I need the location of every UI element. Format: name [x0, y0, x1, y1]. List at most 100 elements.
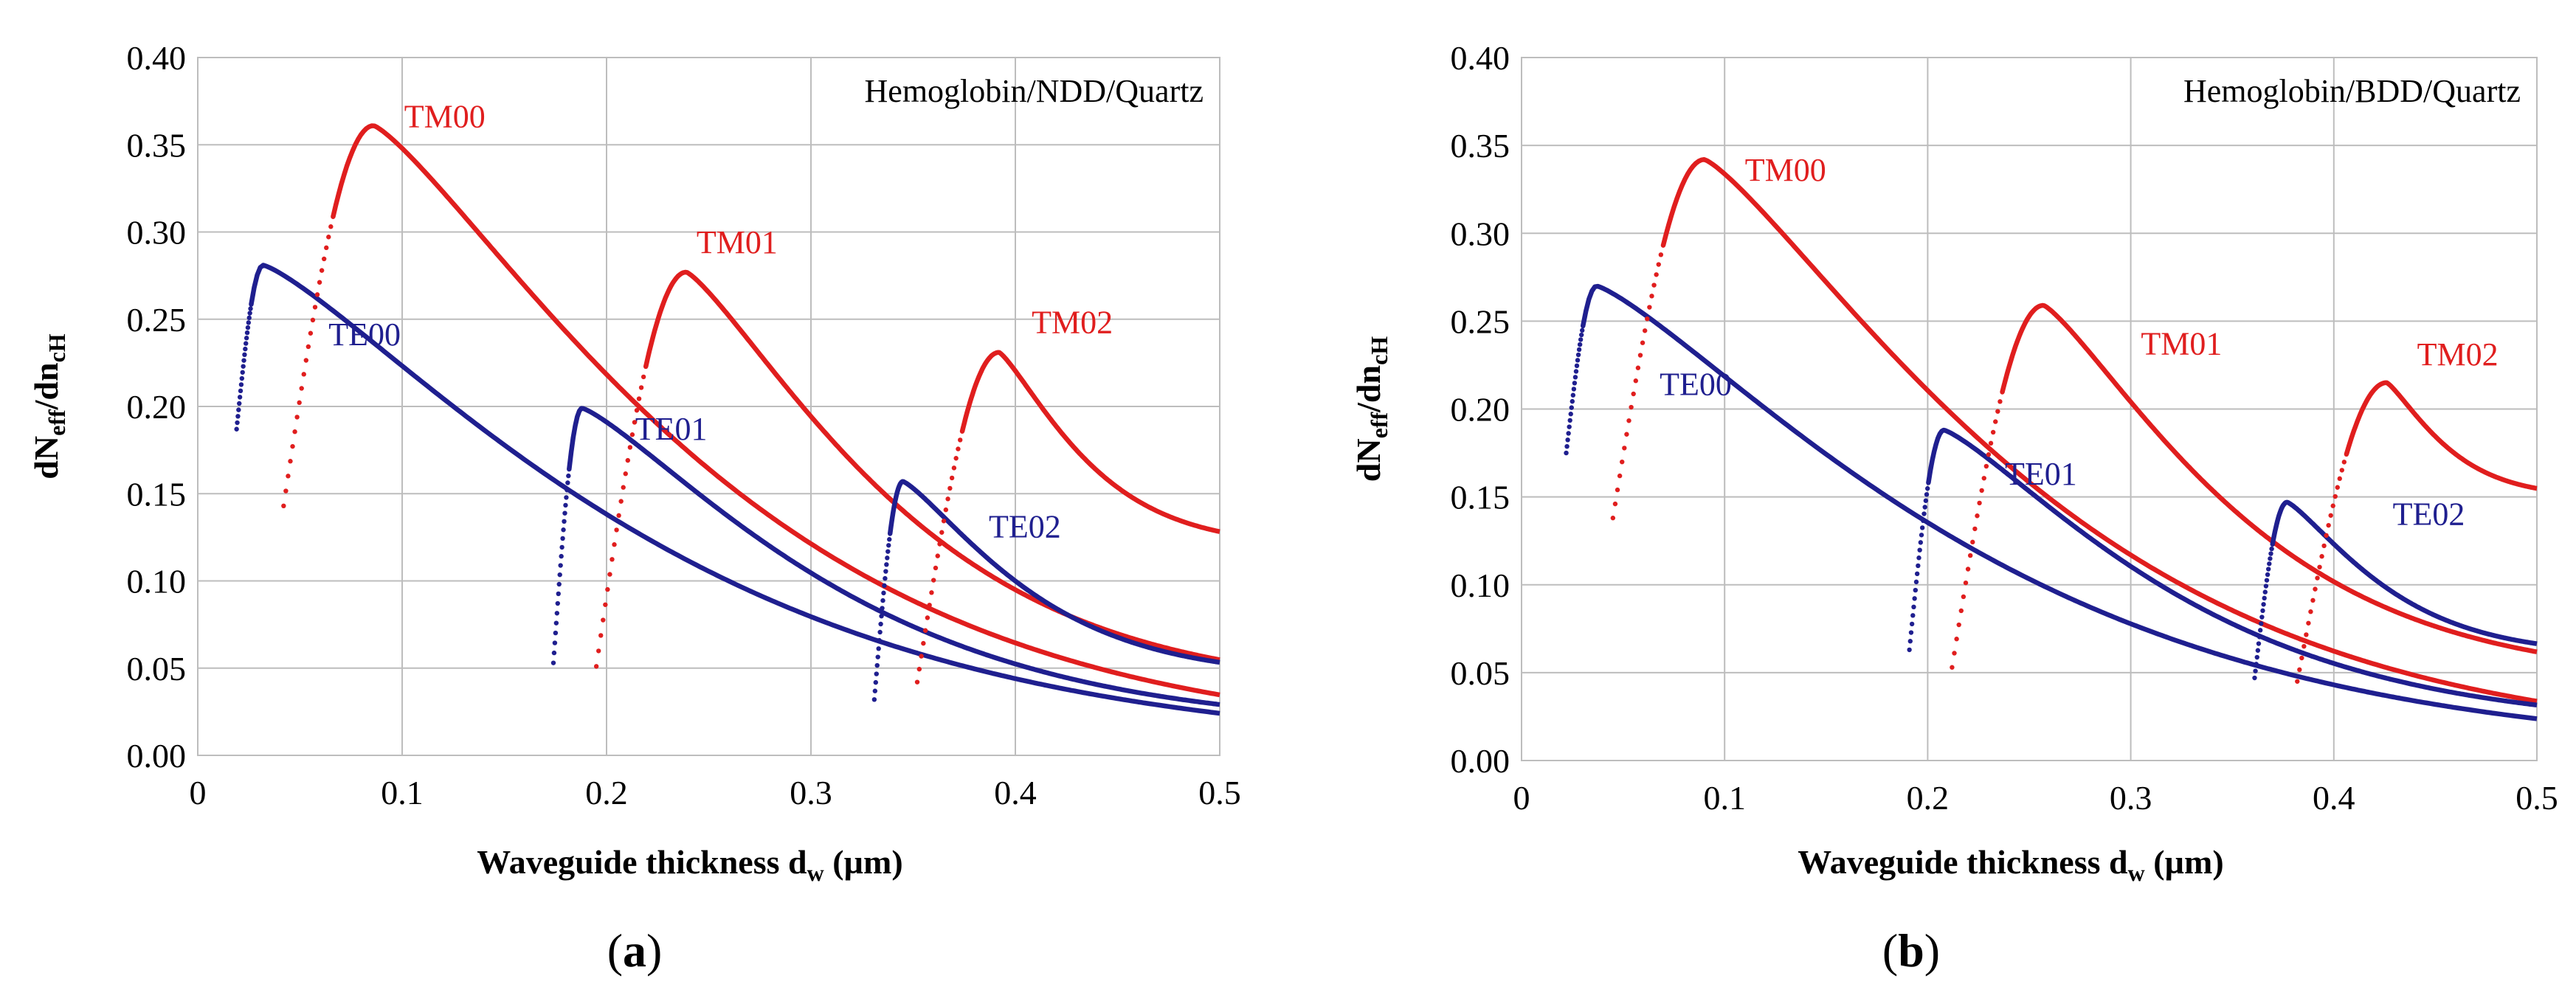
series-point [885, 549, 891, 554]
series-point [2255, 648, 2261, 653]
series-point [1912, 596, 1917, 601]
series-point [245, 325, 251, 330]
series-point [1656, 262, 1661, 267]
series-point [1983, 463, 1989, 469]
series-line [643, 269, 1220, 662]
series-point [1977, 500, 1982, 506]
series-point [1577, 342, 1583, 347]
panel-label: (a) [607, 924, 663, 977]
sample-annotation: Hemoglobin/BDD/Quartz [2183, 73, 2521, 109]
series-point [297, 400, 302, 406]
series-point [1640, 340, 1646, 345]
series-label: TE00 [328, 316, 401, 353]
series-point [873, 679, 879, 685]
series-point [554, 611, 560, 616]
series-point [1612, 501, 1618, 507]
series-point [1654, 272, 1659, 277]
series-point [1651, 283, 1657, 288]
series-point [2269, 546, 2274, 552]
series-point [1573, 369, 1579, 374]
series-label: TE00 [1660, 366, 1732, 402]
series-point [921, 640, 926, 646]
series-line [1926, 427, 2538, 708]
series-point [2254, 654, 2259, 660]
series-point [937, 541, 942, 547]
series-point [618, 499, 624, 504]
series-point [1631, 391, 1636, 397]
series-point [243, 346, 248, 352]
series-point [953, 456, 959, 461]
series-point [871, 697, 877, 702]
series-point [305, 344, 311, 350]
series-point [562, 510, 567, 516]
y-tick-label: 0.35 [127, 126, 187, 164]
series-point [1567, 418, 1572, 423]
series-tm00: TM00 [1610, 152, 2538, 704]
series-point [235, 414, 241, 419]
series-point [2262, 595, 2267, 601]
series-point [614, 527, 619, 533]
series-point [872, 688, 878, 693]
series-point [2264, 578, 2270, 583]
series-point [237, 401, 242, 406]
series-point [1916, 563, 1921, 569]
series-point [593, 664, 599, 669]
series-point [2324, 533, 2329, 538]
x-axis-label: Waveguide thickness dw (µm) [477, 843, 902, 886]
series-point [929, 590, 934, 595]
series-point [2267, 561, 2272, 567]
series-point [880, 598, 885, 603]
series-point [244, 336, 249, 341]
series-point [2259, 621, 2264, 626]
series-point [234, 426, 239, 432]
series-point [559, 544, 564, 550]
series-point [1990, 429, 1996, 435]
series-point [2256, 641, 2262, 646]
series-point [294, 415, 300, 420]
series-point [939, 530, 945, 535]
series-point [1615, 487, 1620, 493]
series-point [883, 575, 888, 581]
series-point [1913, 579, 1919, 585]
series-point [241, 358, 246, 363]
series-point [1626, 418, 1631, 423]
series-point [625, 457, 631, 463]
panel-label: (b) [1882, 924, 1940, 977]
series-label: TE01 [635, 411, 708, 447]
series-point [880, 606, 885, 611]
series-point [317, 280, 322, 285]
series-point [2265, 567, 2271, 572]
x-tick-label: 0.1 [1703, 779, 1746, 817]
series-point [288, 459, 293, 464]
series-point [1970, 539, 1975, 545]
series-point [559, 553, 564, 559]
series-point [299, 386, 304, 391]
sample-annotation: Hemoglobin/NDD/Quartz [865, 73, 1204, 109]
series-line [249, 263, 1220, 716]
series-point [1958, 608, 1964, 614]
series-point [610, 557, 615, 562]
series-point [561, 527, 566, 533]
x-tick-label: 0.4 [2313, 779, 2355, 817]
series-point [2262, 589, 2268, 595]
series-point [2257, 628, 2263, 633]
series-point [308, 330, 314, 336]
series-tm01: TM01 [593, 224, 1220, 669]
series-point [1658, 252, 1664, 257]
series-point [877, 637, 882, 643]
series-point [319, 268, 325, 273]
series-point [922, 628, 928, 633]
series-point [2252, 675, 2257, 681]
series-point [564, 488, 570, 493]
series-label: TE02 [2393, 496, 2465, 533]
series-point [556, 591, 561, 597]
series-point [236, 407, 241, 412]
series-point [2268, 551, 2273, 556]
series-point [1921, 511, 1927, 516]
series-point [1963, 580, 1969, 586]
series-point [1572, 381, 1578, 386]
series-point [2310, 598, 2316, 603]
series-point [1923, 498, 1929, 503]
series-point [246, 320, 252, 325]
chart-panel-b: 0.00 0.05 0.10 0.15 0.20 0.25 0.30 0.35 0.40 0 0.1… [1350, 39, 2558, 977]
